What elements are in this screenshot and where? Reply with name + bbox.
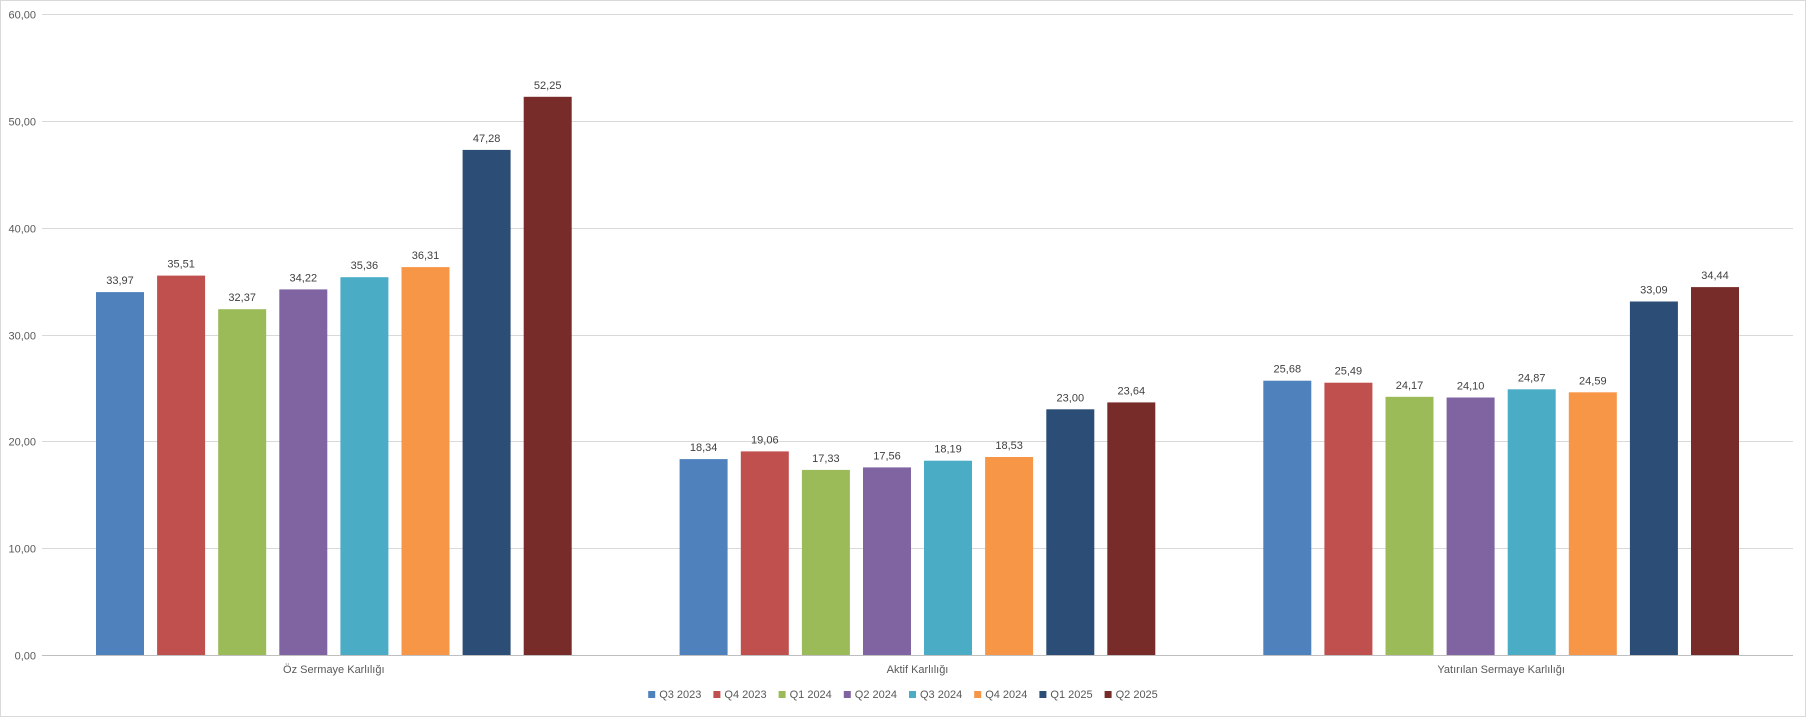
- bar: [924, 460, 972, 655]
- bar: [523, 96, 572, 656]
- bar: [863, 467, 911, 655]
- bar: [279, 289, 328, 655]
- legend-label: Q2 2024: [855, 689, 897, 701]
- data-label: 25,68: [1274, 364, 1302, 376]
- legend-swatch: [1104, 691, 1112, 698]
- data-label: 32,37: [228, 292, 256, 304]
- y-axis-ticks: 0,00 10,00 20,00 30,00 40,00 50,00 60,00: [8, 10, 36, 663]
- data-label: 24,17: [1396, 380, 1424, 392]
- legend-label: Q4 2024: [985, 689, 1027, 701]
- data-label: 24,59: [1579, 375, 1607, 387]
- data-label: 24,10: [1457, 381, 1485, 393]
- data-label: 35,36: [351, 260, 379, 272]
- gridlines: [42, 14, 1793, 656]
- legend-swatch: [909, 691, 916, 698]
- y-tick-label: 40,00: [8, 224, 36, 236]
- bar: [985, 457, 1034, 655]
- data-label: 17,56: [873, 450, 901, 462]
- bar: [1691, 287, 1739, 655]
- legend-swatch: [648, 691, 656, 698]
- bar: [801, 469, 850, 655]
- legend-swatch: [1039, 691, 1047, 698]
- data-label: 23,00: [1057, 392, 1085, 404]
- bar: [1446, 397, 1495, 655]
- legend-label: Q4 2023: [724, 689, 766, 701]
- bar: [1568, 392, 1617, 655]
- legend-label: Q3 2023: [659, 689, 701, 701]
- bar: [1324, 382, 1373, 655]
- legend-label: Q1 2024: [790, 689, 832, 701]
- y-tick-label: 10,00: [8, 544, 36, 556]
- x-category-label: Öz Sermaye Karlılığı: [283, 664, 384, 676]
- x-axis-categories: Öz Sermaye Karlılığı Aktif Karlılığı Yatır…: [283, 664, 1565, 676]
- data-label: 34,22: [290, 272, 318, 284]
- data-label: 18,53: [995, 440, 1023, 452]
- x-category-label: Yatırılan Sermaye Karlılığı: [1437, 664, 1565, 676]
- data-label: 17,33: [812, 453, 840, 465]
- bar: [1507, 389, 1556, 655]
- data-label: 18,19: [934, 444, 962, 456]
- data-labels: 33,97 35,51 32,37 34,22 35,36 36,31 47,28 52,25…: [106, 80, 1729, 465]
- bar: [1046, 409, 1095, 655]
- legend-label: Q3 2024: [920, 689, 962, 701]
- legend-swatch: [778, 691, 786, 698]
- data-label: 23,64: [1118, 385, 1146, 397]
- bar: [218, 309, 267, 655]
- legend-label: Q2 2025: [1116, 689, 1158, 701]
- bar: [157, 275, 206, 655]
- data-label: 24,87: [1518, 372, 1546, 384]
- data-label: 19,06: [751, 434, 779, 446]
- bars: [96, 96, 1739, 656]
- legend-label: Q1 2025: [1050, 689, 1092, 701]
- data-label: 33,97: [106, 275, 134, 287]
- bar: [1263, 380, 1312, 655]
- data-label: 18,34: [690, 442, 718, 454]
- bar: [679, 459, 728, 655]
- bar: [462, 149, 511, 655]
- y-tick-label: 60,00: [8, 10, 36, 22]
- data-label: 25,49: [1335, 366, 1363, 378]
- bar: [1629, 301, 1678, 655]
- legend-swatch: [974, 691, 982, 698]
- y-tick-label: 20,00: [8, 437, 36, 449]
- data-label: 35,51: [167, 259, 195, 271]
- data-label: 47,28: [473, 133, 501, 145]
- y-tick-label: 0,00: [15, 651, 36, 663]
- legend-swatch: [843, 691, 851, 698]
- data-label: 34,44: [1701, 270, 1729, 282]
- x-category-label: Aktif Karlılığı: [887, 664, 949, 676]
- data-label: 33,09: [1640, 285, 1668, 297]
- bar: [740, 451, 789, 655]
- legend: Q3 2023 Q4 2023 Q1 2024 Q2 2024 Q3 2024 Q4 20…: [648, 689, 1158, 701]
- bar: [96, 292, 144, 655]
- y-tick-label: 30,00: [8, 331, 36, 343]
- data-label: 52,25: [534, 80, 562, 92]
- bar: [1385, 396, 1434, 655]
- y-tick-label: 50,00: [8, 117, 36, 129]
- bar: [340, 277, 389, 655]
- bar: [1107, 402, 1156, 655]
- legend-swatch: [713, 691, 721, 698]
- data-label: 36,31: [412, 250, 440, 262]
- bar: [401, 267, 450, 655]
